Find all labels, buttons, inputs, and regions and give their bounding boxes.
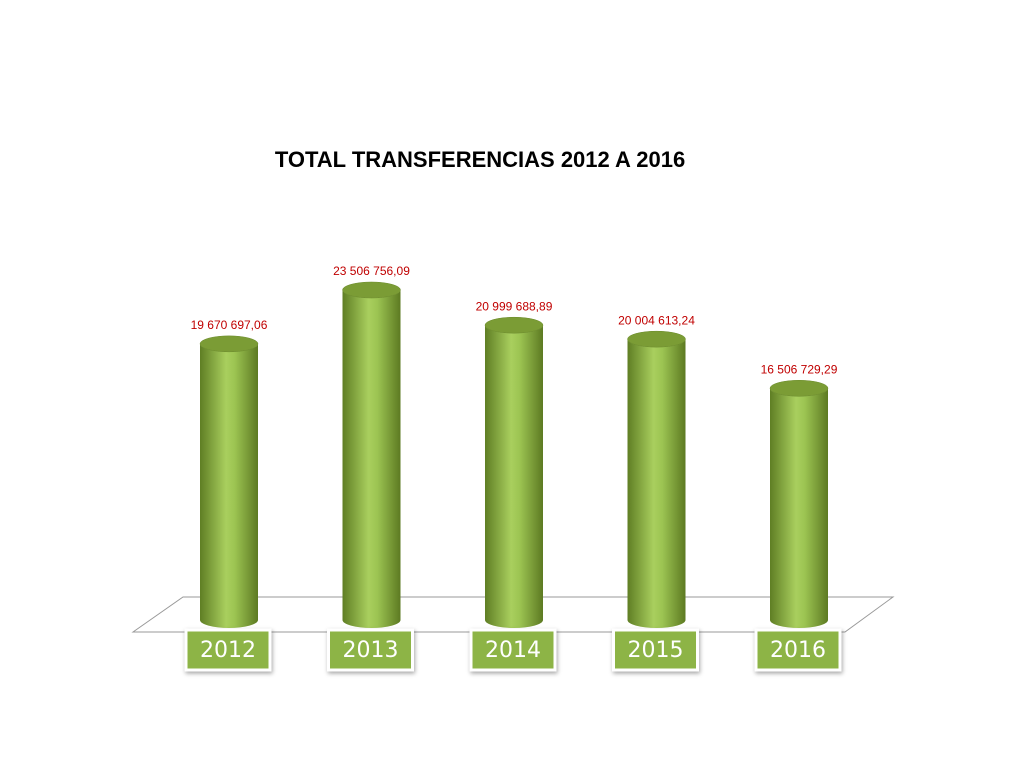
x-tick-label: 2014: [485, 638, 541, 663]
bar-top: [627, 330, 686, 348]
value-label: 20 004 613,24: [618, 313, 695, 327]
x-tick-label: 2012: [200, 638, 256, 663]
value-label: 16 506 729,29: [761, 362, 838, 376]
category-box: [469, 628, 557, 672]
bar-top: [769, 380, 829, 397]
value-label: 19 670 697,06: [191, 318, 268, 332]
bar: [485, 325, 543, 628]
category-box: [754, 628, 842, 672]
plot-area: 19 670 697,06 2012 23 506 756,09 2013 20 999…: [184, 264, 842, 672]
bar-top: [342, 281, 401, 299]
bar-top: [199, 335, 259, 353]
chart-title: TOTAL TRANSFERENCIAS 2012 A 2016: [275, 147, 685, 172]
x-tick-label: 2013: [343, 638, 399, 663]
category-box: [184, 628, 272, 672]
category-box: [612, 628, 699, 672]
x-tick-label: 2015: [628, 638, 684, 663]
bar: [627, 339, 686, 628]
bar: [200, 343, 258, 628]
value-label: 20 999 688,89: [476, 299, 553, 313]
bar-top: [484, 316, 544, 334]
category-box: [327, 628, 414, 672]
bar: [770, 388, 828, 628]
x-tick-label: 2016: [770, 638, 826, 663]
bar: [342, 290, 401, 628]
value-label: 23 506 756,09: [333, 264, 410, 278]
